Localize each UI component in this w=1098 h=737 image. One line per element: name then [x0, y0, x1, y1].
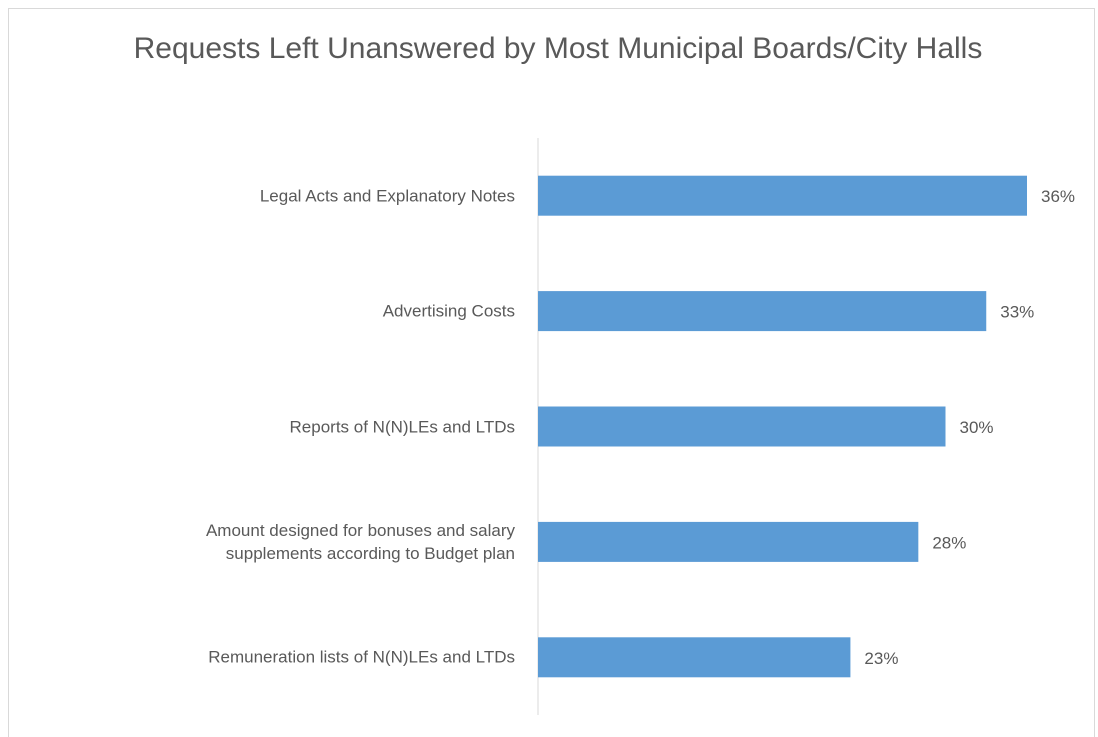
bar [538, 637, 851, 678]
chart-title: Requests Left Unanswered by Most Municip… [133, 32, 983, 65]
bar [538, 406, 946, 447]
y-tick-label: Remuneration lists of N(N)LEs and LTDs [208, 647, 515, 667]
value-label: 36% [1041, 187, 1075, 206]
y-tick-label: Legal Acts and Explanatory Notes [259, 186, 515, 206]
y-tick-label: Reports of N(N)LEs and LTDs [289, 417, 515, 436]
bar [538, 291, 987, 332]
y-tick-label: Advertising Costs [382, 301, 515, 321]
y-tick-label: Amount designed for bonuses and salary s… [205, 520, 515, 563]
value-label: 30% [960, 418, 994, 437]
bar [538, 175, 1027, 216]
value-label: 23% [864, 649, 898, 668]
value-label: 33% [1000, 303, 1034, 322]
bar [538, 521, 919, 562]
value-label: 28% [932, 533, 966, 552]
chart-frame [8, 8, 1095, 737]
